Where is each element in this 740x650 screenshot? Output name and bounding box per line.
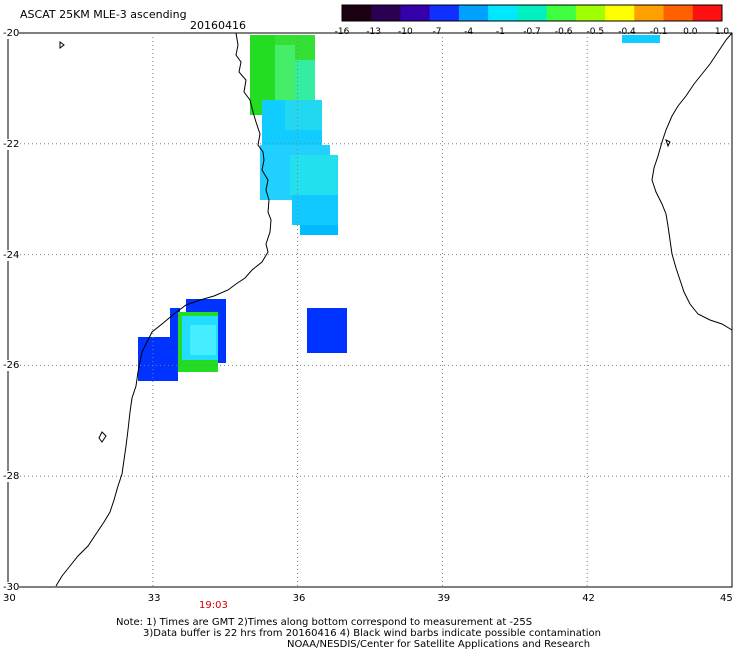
swath-cell — [170, 308, 180, 363]
colorbar-segment — [400, 5, 431, 21]
swath-cell — [622, 35, 660, 43]
colorbar-segment — [546, 5, 577, 21]
note-line-1: Note: 1) Times are GMT 2)Times along bot… — [116, 617, 533, 628]
colorbar-label: -0.6 — [554, 27, 573, 37]
latitude-label: -30 — [3, 582, 20, 593]
madagascar-coast — [651, 32, 733, 331]
colorbar-segment — [692, 5, 723, 21]
colorbar-segment — [634, 5, 665, 21]
grid-lines — [8, 33, 732, 587]
longitude-label: 42 — [582, 593, 595, 604]
colorbar-segment — [488, 5, 518, 21]
longitude-label: 33 — [147, 593, 161, 604]
colorbar-segment — [663, 5, 694, 21]
longitude-label: 39 — [437, 593, 451, 604]
colorbar-segment — [605, 5, 635, 21]
latitude-label: -22 — [3, 138, 20, 150]
longitude-label: 36 — [292, 593, 306, 604]
coast-islet — [98, 431, 107, 443]
colorbar-label: -0.4 — [618, 27, 636, 37]
map-title: ASCAT 25KM MLE-3 ascending — [20, 8, 187, 21]
colorbar-segment — [575, 5, 606, 21]
colorbar-segment — [517, 5, 548, 21]
swath-cell — [190, 325, 216, 355]
pass-time-label: 19:03 — [199, 600, 228, 611]
swath-cell — [295, 60, 315, 100]
longitude-label: 45 — [720, 593, 733, 604]
longitude-label: 30 — [3, 593, 16, 604]
coast-islet — [59, 41, 65, 49]
colorbar-segment — [429, 5, 460, 21]
latitude-label: -26 — [3, 360, 20, 372]
colorbar — [341, 4, 723, 22]
colorbar-label: 0.0 — [683, 27, 698, 37]
swath-cell — [285, 100, 322, 130]
colorbar-label: -10 — [397, 27, 413, 37]
swath-cell — [307, 308, 347, 353]
colorbar-segment — [458, 5, 489, 21]
swath-cell — [275, 45, 295, 100]
coast-islet — [665, 139, 671, 148]
colorbar-segment — [371, 5, 401, 21]
colorbar-label: -1 — [495, 27, 505, 37]
latitude-label: -24 — [3, 249, 20, 261]
plot-frame — [7, 32, 733, 588]
note-line-2: 3)Data buffer is 22 hrs from 20160416 4)… — [143, 628, 601, 639]
colorbar-label: -0.7 — [523, 27, 541, 37]
africa-east-coast — [55, 32, 272, 587]
swath-cell — [292, 195, 338, 225]
colorbar-label: -7 — [432, 27, 442, 37]
colorbar-label: -0.5 — [586, 27, 605, 37]
colorbar-label: -13 — [366, 27, 382, 37]
colorbar-frame — [341, 4, 723, 22]
latitude-label: -28 — [3, 471, 20, 483]
swath-cell — [300, 225, 338, 235]
coastlines — [55, 32, 733, 587]
map-date: 20160416 — [190, 19, 246, 32]
colorbar-label: 1.0 — [714, 27, 730, 37]
colorbar-label: -16 — [334, 27, 350, 37]
colorbar-label: -4 — [464, 27, 474, 37]
note-line-3: NOAA/NESDIS/Center for Satellite Applica… — [287, 639, 591, 650]
data-swaths — [138, 35, 660, 381]
colorbar-segment — [342, 5, 372, 21]
colorbar-label: -0.1 — [649, 27, 668, 37]
latitude-label: -20 — [3, 28, 20, 39]
